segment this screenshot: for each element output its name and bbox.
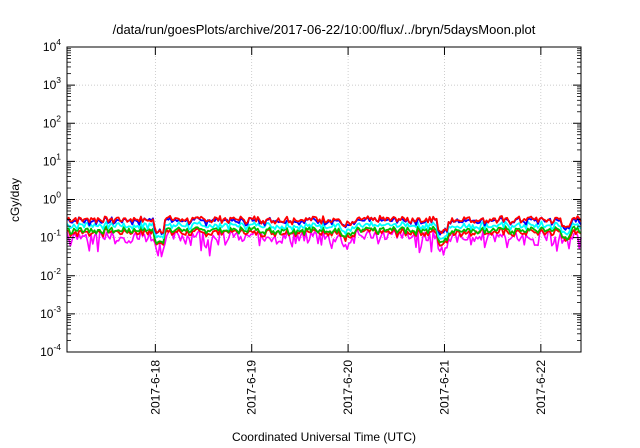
- y-axis-ticks: 10-4 10-3 10-2 10-1 100 101 102 103 104: [40, 37, 581, 359]
- x-tick-label: 2017-6-22: [534, 360, 548, 415]
- x-tick-label: 2017-6-18: [148, 360, 162, 415]
- series-line: [66, 225, 582, 245]
- grid: [67, 47, 581, 352]
- y-tick-label: 104: [43, 37, 61, 54]
- y-tick-label: 102: [43, 113, 61, 130]
- series-line: [66, 220, 582, 240]
- x-axis-ticks: 2017-6-18 2017-6-19 2017-6-20 2017-6-21 2017…: [148, 47, 548, 415]
- y-tick-label: 10-3: [40, 304, 61, 321]
- series-lines: [66, 214, 582, 258]
- x-axis-label: Coordinated Universal Time (UTC): [232, 430, 416, 444]
- series-line: [66, 214, 582, 235]
- y-axis-label: cGy/day: [8, 178, 22, 222]
- plot-frame: [66, 46, 582, 353]
- x-tick-label: 2017-6-20: [341, 360, 355, 415]
- y-tick-label: 100: [43, 190, 61, 207]
- x-tick-label: 2017-6-19: [245, 360, 259, 415]
- y-tick-label: 10-2: [40, 266, 61, 283]
- series-line: [66, 228, 582, 258]
- y-tick-label: 10-4: [40, 342, 61, 359]
- y-tick-label: 103: [43, 75, 61, 92]
- y-tick-label: 10-1: [40, 228, 61, 245]
- chart-title: /data/run/goesPlots/archive/2017-06-22/1…: [113, 22, 536, 37]
- y-tick-label: 101: [43, 151, 61, 168]
- x-tick-label: 2017-6-21: [437, 360, 451, 415]
